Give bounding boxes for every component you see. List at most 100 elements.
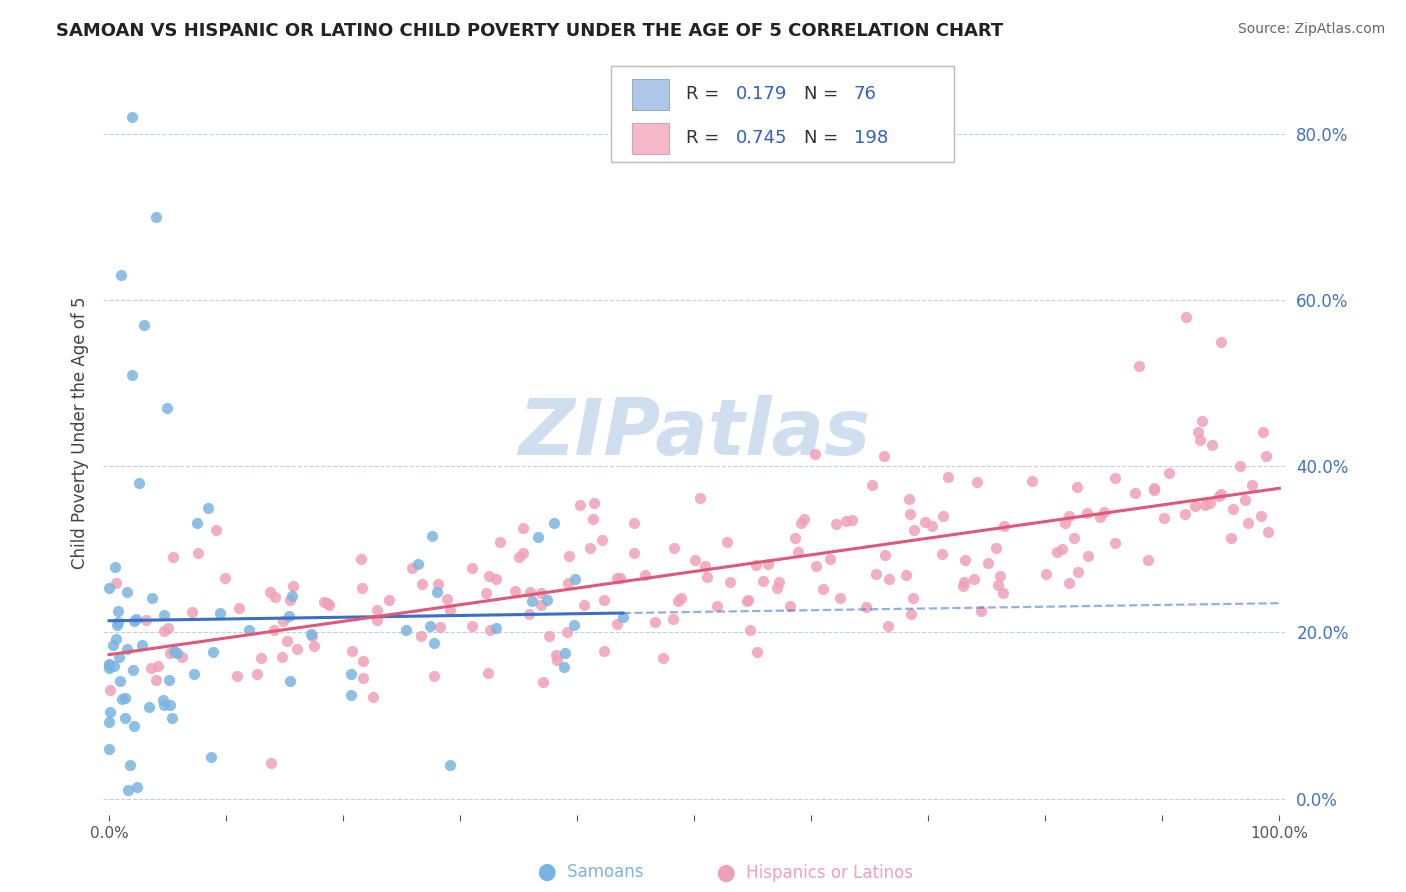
Point <box>1046 545 1069 559</box>
Point <box>128 475 150 490</box>
Point <box>572 599 595 613</box>
Point <box>409 629 432 643</box>
Point <box>477 666 499 681</box>
Point <box>159 646 181 660</box>
Point <box>557 576 579 591</box>
Point <box>202 645 225 659</box>
Point <box>485 621 508 635</box>
Point <box>156 401 179 415</box>
Point <box>756 557 779 571</box>
Point <box>361 690 384 704</box>
Point <box>172 650 194 665</box>
Point <box>1237 516 1260 531</box>
Y-axis label: Child Poverty Under the Age of 5: Child Poverty Under the Age of 5 <box>72 297 89 569</box>
Point <box>519 585 541 599</box>
Point <box>115 641 138 656</box>
Point <box>779 599 801 613</box>
Point <box>145 210 167 224</box>
Point <box>1104 536 1126 550</box>
Point <box>366 614 388 628</box>
Point <box>1128 359 1150 374</box>
Point <box>350 581 373 595</box>
Point <box>114 690 136 705</box>
Point <box>582 496 605 510</box>
Point <box>159 698 181 713</box>
Point <box>105 618 128 632</box>
Point <box>107 604 129 618</box>
Point <box>1077 549 1099 563</box>
Point <box>439 757 461 772</box>
Point <box>187 546 209 560</box>
Point <box>1233 492 1256 507</box>
Point <box>98 582 121 596</box>
Point <box>131 639 153 653</box>
Point <box>1067 565 1090 579</box>
Point <box>835 514 858 528</box>
Point <box>299 627 322 641</box>
Point <box>315 596 337 610</box>
Point <box>562 618 585 632</box>
Point <box>768 575 790 590</box>
Point <box>966 475 988 490</box>
Point <box>401 561 423 575</box>
Point <box>828 591 851 605</box>
Point <box>238 623 260 637</box>
Point <box>138 699 160 714</box>
Point <box>1076 506 1098 520</box>
Point <box>301 628 323 642</box>
Point <box>124 719 146 733</box>
Point <box>987 578 1010 592</box>
Point <box>1194 498 1216 512</box>
Point <box>121 368 143 382</box>
Point <box>1104 470 1126 484</box>
Point <box>340 688 363 702</box>
Point <box>352 654 374 668</box>
Bar <box>631 79 669 110</box>
Point <box>1063 531 1085 545</box>
Point <box>1173 507 1195 521</box>
Point <box>536 592 558 607</box>
Text: ZIPatlas: ZIPatlas <box>517 395 870 471</box>
Point <box>932 509 955 524</box>
Point <box>122 663 145 677</box>
Point <box>145 673 167 688</box>
Point <box>804 559 827 574</box>
Point <box>963 572 986 586</box>
Point <box>115 585 138 599</box>
Point <box>208 606 231 620</box>
Point <box>855 599 877 614</box>
Point <box>186 516 208 530</box>
Point <box>873 449 896 463</box>
Point <box>662 612 685 626</box>
Point <box>111 692 134 706</box>
Point <box>931 547 953 561</box>
Point <box>427 576 450 591</box>
Point <box>818 552 841 566</box>
Point <box>579 541 602 555</box>
Point <box>162 710 184 724</box>
Point <box>612 609 634 624</box>
Point <box>114 711 136 725</box>
Point <box>695 570 717 584</box>
Point <box>429 620 451 634</box>
Point <box>898 507 921 521</box>
Point <box>993 519 1015 533</box>
Point <box>609 571 631 585</box>
Point <box>751 574 773 588</box>
Point <box>745 558 768 573</box>
Point <box>706 599 728 613</box>
Point <box>693 559 716 574</box>
Point <box>633 567 655 582</box>
Point <box>970 604 993 618</box>
Bar <box>631 123 669 153</box>
Point <box>139 661 162 675</box>
Point <box>121 110 143 124</box>
Point <box>901 591 924 606</box>
Point <box>135 613 157 627</box>
Point <box>408 558 430 572</box>
Point <box>689 491 711 505</box>
Point <box>593 644 616 658</box>
Point <box>1157 466 1180 480</box>
Point <box>740 623 762 637</box>
Point <box>898 491 921 506</box>
